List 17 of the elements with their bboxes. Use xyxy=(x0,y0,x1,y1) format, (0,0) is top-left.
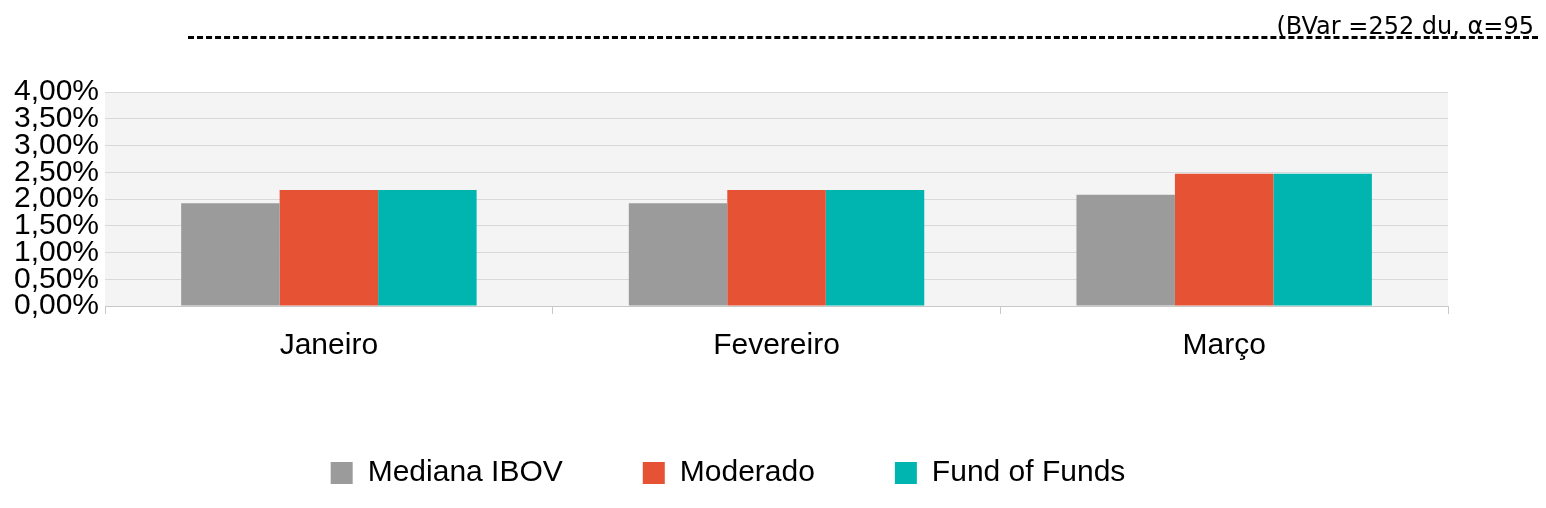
legend-label: Mediana IBOV xyxy=(367,454,563,488)
bar xyxy=(181,203,280,306)
legend-label: Fund of Funds xyxy=(931,454,1126,488)
bar xyxy=(1076,194,1175,306)
bar xyxy=(378,189,477,306)
bar xyxy=(825,189,925,306)
x-tick-label: Janeiro xyxy=(279,327,379,361)
y-tick-label: 4,00% xyxy=(13,73,100,107)
text: (BVar =252 du, α=95 xyxy=(1276,12,1534,40)
bar xyxy=(279,189,379,306)
x-tick-label: Fevereiro xyxy=(713,327,840,361)
bar xyxy=(1174,173,1274,306)
x-tick-label: Março xyxy=(1182,327,1266,361)
bar xyxy=(727,189,826,306)
legend-label: Moderado xyxy=(679,454,815,488)
bar xyxy=(628,203,728,306)
bar xyxy=(1273,173,1372,306)
